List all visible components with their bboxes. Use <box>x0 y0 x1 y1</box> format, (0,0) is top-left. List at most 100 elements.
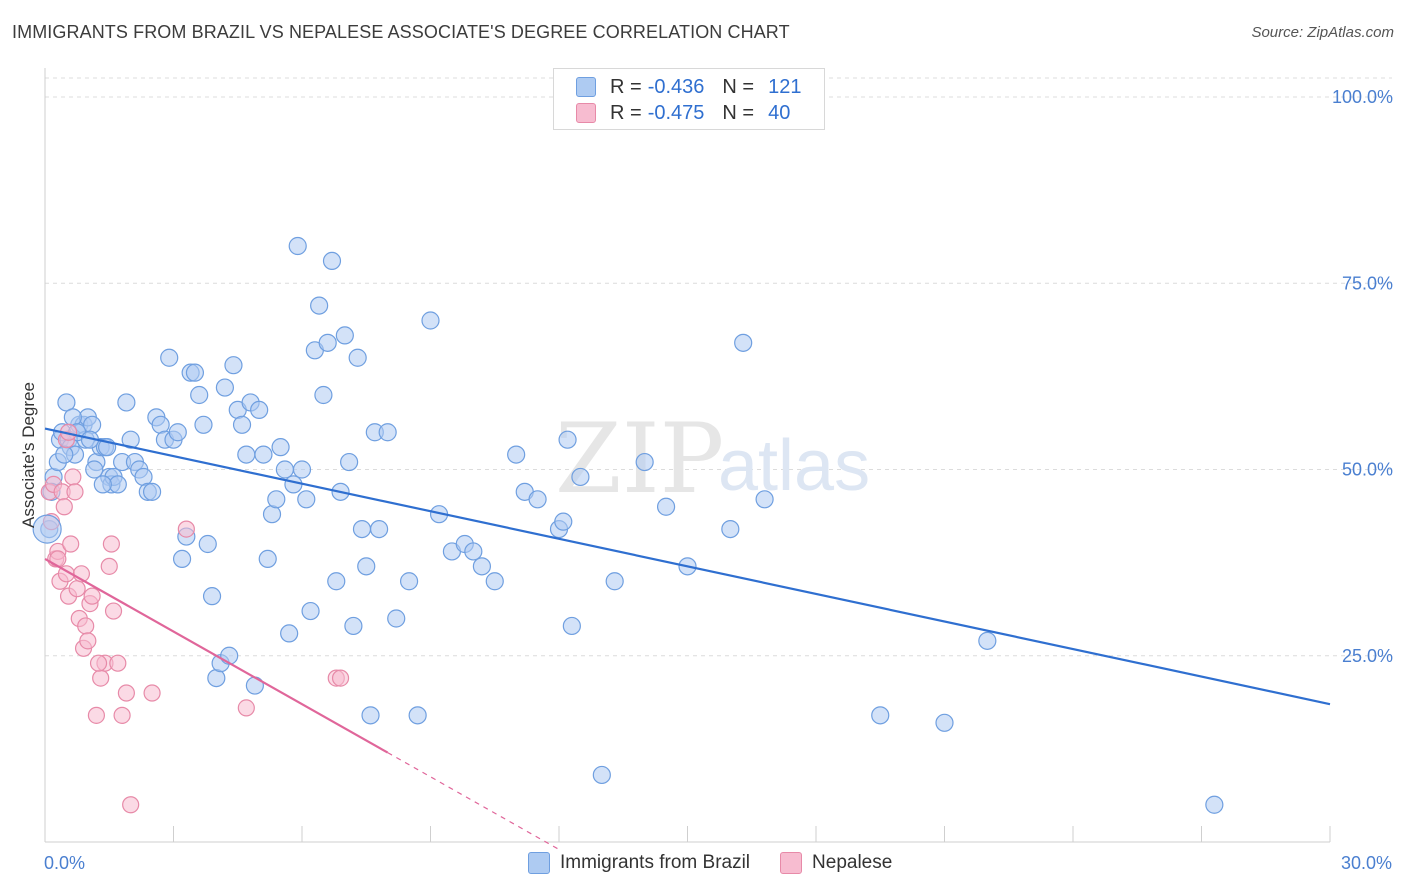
gridlines <box>45 77 1392 657</box>
point-brazil <box>267 490 286 509</box>
point-brazil <box>168 423 187 442</box>
watermark-atlas: atlas <box>718 426 870 506</box>
point-brazil <box>258 549 277 569</box>
series-swatch-nepalese <box>780 852 803 874</box>
point-brazil <box>310 296 329 315</box>
point-brazil <box>378 423 397 442</box>
series-legend: Immigrants from Brazil Nepalese <box>528 852 922 874</box>
point-brazil <box>190 385 209 405</box>
trend-nepalese <box>44 557 389 754</box>
point-nepalese <box>62 535 80 553</box>
point-brazil <box>237 445 256 464</box>
point-brazil <box>63 408 82 427</box>
point-brazil <box>357 557 376 576</box>
point-brazil <box>220 646 239 665</box>
point-brazil <box>485 572 504 591</box>
point-brazil <box>352 519 372 539</box>
point-nepalese <box>237 699 255 717</box>
series-swatch-brazil <box>528 852 550 874</box>
trend-lines <box>44 427 1331 850</box>
point-brazil <box>871 706 890 725</box>
point-brazil <box>635 452 654 472</box>
legend-n-value: 40 <box>768 101 791 124</box>
point-nepalese <box>79 632 97 650</box>
point-brazil <box>507 445 526 464</box>
axes <box>44 68 1331 843</box>
point-brazil <box>194 415 213 434</box>
series-name-nepalese: Nepalese <box>812 852 893 873</box>
series-legend-brazil: Immigrants from Brazil <box>528 852 750 874</box>
point-brazil <box>399 572 419 591</box>
legend-row-nepalese: R = -0.475 N = 40 <box>576 101 790 125</box>
trend-nepalese-extension <box>387 752 560 850</box>
point-nepalese <box>117 684 135 702</box>
y-axis-label: Associate's Degree <box>19 382 38 528</box>
point-nepalese <box>89 654 108 672</box>
point-brazil <box>250 400 269 419</box>
point-brazil <box>721 519 740 539</box>
legend-swatch-nepalese <box>576 103 596 123</box>
y-tick-label: 75.0% <box>1342 273 1393 293</box>
point-brazil <box>935 713 954 732</box>
point-brazil <box>464 542 483 561</box>
point-brazil <box>314 385 333 405</box>
point-nepalese <box>104 602 123 620</box>
point-nepalese <box>92 669 110 687</box>
point-nepalese <box>331 669 350 687</box>
y-tick-label: 25.0% <box>1342 646 1393 666</box>
point-brazil <box>207 668 226 688</box>
point-brazil <box>117 393 136 412</box>
point-brazil <box>232 415 252 434</box>
legend-n-label: N = <box>722 101 755 124</box>
legend-r-label: R = <box>610 101 642 124</box>
point-brazil <box>528 490 547 509</box>
point-nepalese <box>49 550 67 568</box>
point-brazil-cluster <box>32 514 62 544</box>
point-brazil <box>656 497 676 516</box>
tick-labels: 25.0% 50.0% 75.0% 100.0% 0.0% 30.0% <box>44 87 1393 873</box>
point-brazil <box>134 467 153 487</box>
point-brazil <box>160 348 179 367</box>
legend-swatch-brazil <box>576 77 596 97</box>
point-nepalese <box>66 483 84 501</box>
trend-brazil <box>44 427 1331 706</box>
point-brazil <box>571 467 590 487</box>
point-brazil <box>245 676 264 695</box>
point-nepalese <box>87 706 106 724</box>
point-brazil <box>301 601 320 621</box>
point-brazil <box>387 609 406 628</box>
point-nepalese <box>68 580 86 598</box>
series-legend-nepalese: Nepalese <box>780 852 892 874</box>
point-brazil <box>558 430 577 449</box>
series-name-brazil: Immigrants from Brazil <box>560 852 751 873</box>
point-brazil <box>121 430 140 449</box>
source-label: Source: ZipAtlas.com <box>1251 24 1394 41</box>
legend-n-value: 121 <box>768 75 802 98</box>
point-nepalese <box>55 498 73 516</box>
point-brazil <box>55 445 74 464</box>
point-brazil <box>271 438 290 457</box>
point-brazil <box>318 333 337 352</box>
x-tick-label: 0.0% <box>44 853 85 873</box>
point-brazil <box>562 616 581 636</box>
y-tick-label: 50.0% <box>1342 460 1393 480</box>
legend-row-brazil: R = -0.436 N = 121 <box>576 75 801 99</box>
point-nepalese <box>109 654 127 672</box>
point-brazil <box>215 378 234 397</box>
point-brazil <box>361 706 380 725</box>
point-brazil <box>292 460 312 479</box>
point-brazil <box>605 572 624 591</box>
point-nepalese <box>113 706 131 724</box>
point-nepalese <box>83 587 101 605</box>
point-brazil <box>288 236 307 256</box>
legend-r-value: -0.475 <box>647 101 705 124</box>
legend-box: R = -0.436 N = 121 R = -0.475 N = 40 <box>553 68 825 130</box>
point-brazil <box>472 557 491 576</box>
point-brazil <box>592 765 611 785</box>
point-brazil <box>262 505 282 524</box>
point-brazil <box>340 452 359 472</box>
point-brazil <box>85 460 104 479</box>
point-brazil <box>327 572 346 591</box>
point-brazil <box>83 415 102 434</box>
point-brazil <box>978 631 997 650</box>
